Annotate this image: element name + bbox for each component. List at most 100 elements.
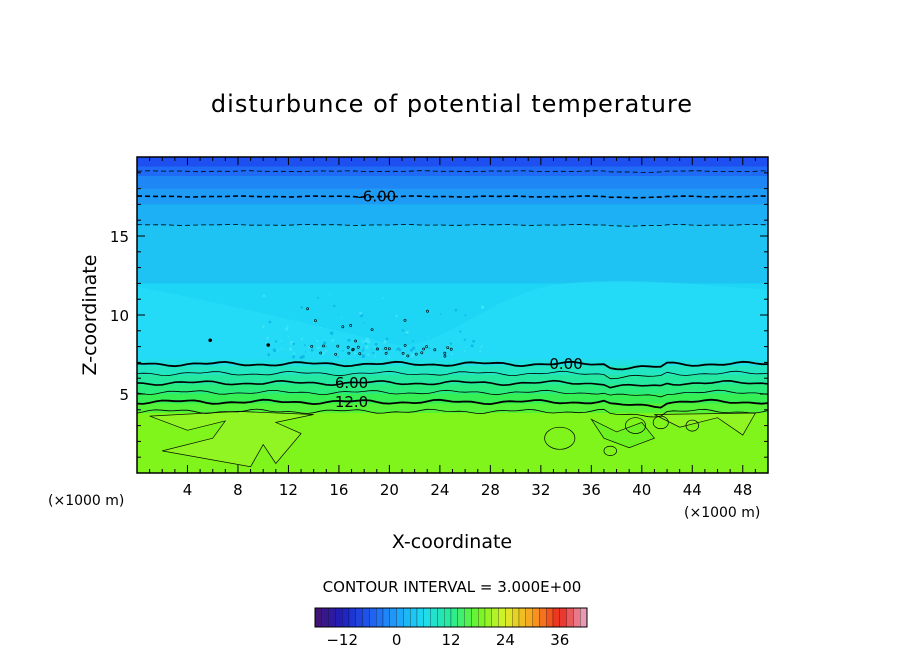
- contour-speck: [443, 354, 447, 358]
- turbulence-speck: [292, 342, 295, 346]
- turbulence-speck: [266, 336, 269, 340]
- colorbar-cell: [321, 607, 329, 628]
- turbulence-speck: [470, 344, 474, 348]
- y-tick-label: 10: [110, 307, 129, 325]
- x-tick-label: 48: [733, 481, 752, 499]
- turbulence-speck: [374, 355, 377, 358]
- colorbar-frame: [314, 607, 588, 628]
- turbulence-speck: [364, 340, 367, 343]
- colorbar-cell: [512, 607, 520, 628]
- contour-speck: [351, 348, 354, 352]
- colorbar-cell: [403, 607, 411, 628]
- colorbar-cell: [396, 607, 404, 628]
- turbulence-speck: [439, 313, 442, 315]
- colorbar-tick-label: 24: [496, 631, 515, 649]
- contour-speck: [376, 347, 379, 351]
- turbulence-speck: [372, 351, 375, 354]
- colorbar-cell: [484, 607, 492, 628]
- turbulence-speck: [395, 314, 398, 318]
- turbulence-speck: [267, 353, 271, 357]
- colorbar-cell: [335, 607, 343, 628]
- turbulence-speck: [363, 347, 365, 349]
- contour-speck: [433, 348, 437, 352]
- turbulence-speck: [397, 347, 400, 350]
- turbulence-speck: [347, 338, 351, 342]
- turbulence-speck: [361, 340, 364, 343]
- turbulence-speck: [367, 353, 370, 356]
- contour-line: [137, 360, 768, 371]
- turbulence-speck: [382, 349, 384, 351]
- contour-interval-text: CONTOUR INTERVAL = 3.000E+00: [323, 578, 582, 596]
- turbulence-speck: [323, 341, 327, 345]
- colorbar-tick-label: 0: [392, 631, 402, 649]
- turbulence-speck: [265, 341, 267, 343]
- x-axis-ticks: 4 8 12 16 20 24 28 32 36 40 44 48: [149, 157, 756, 499]
- contour-loop: [685, 419, 699, 432]
- turbulence-speck: [480, 345, 483, 348]
- turbulence-speck: [340, 317, 343, 319]
- contour-line: [137, 370, 768, 380]
- colorbar-cell: [471, 607, 479, 628]
- turbulence-speck: [401, 329, 405, 332]
- turbulence-speck: [337, 356, 339, 358]
- colorbar-tick-label: −12: [326, 631, 358, 649]
- turbulence-speck: [280, 340, 282, 342]
- turbulence-speck: [464, 314, 467, 317]
- turbulence-speck: [428, 347, 431, 350]
- turbulence-speck: [388, 356, 391, 359]
- turbulence-speck: [371, 349, 373, 351]
- turbulence-speck: [395, 348, 397, 350]
- x-tick-label: 32: [531, 481, 550, 499]
- colorbar-tick-labels: −12 0 12 24 36: [326, 631, 569, 649]
- colorbar: [314, 607, 588, 628]
- colorbar-tick-label: 36: [550, 631, 569, 649]
- colorbar-cell: [430, 607, 438, 628]
- chart-title: disturbunce of potential temperature: [211, 90, 693, 118]
- y-tick-label: 5: [119, 386, 129, 404]
- colorbar-cell: [559, 607, 567, 628]
- contour-speck: [313, 319, 317, 323]
- contour-speck: [334, 352, 338, 356]
- colorbar-cell: [539, 607, 547, 628]
- mottled-region: [590, 418, 655, 449]
- turbulence-speck: [320, 327, 322, 329]
- x-tick-label: 24: [430, 481, 449, 499]
- colorbar-cell: [457, 607, 465, 628]
- contour-line: [137, 398, 768, 409]
- turbulence-speck: [449, 342, 453, 345]
- turbulence-speck: [403, 350, 405, 353]
- turbulence-speck: [285, 327, 289, 331]
- contour-speck: [384, 351, 388, 355]
- mottled-region: [654, 412, 757, 436]
- turbulence-speck: [299, 355, 303, 360]
- turbulence-speck: [444, 349, 447, 351]
- colorbar-cell: [450, 607, 458, 628]
- turbulence-speck: [363, 322, 365, 324]
- contour-speck: [310, 344, 314, 348]
- turbulence-speck: [359, 311, 363, 315]
- contour-speck: [420, 351, 424, 355]
- colorbar-cell: [546, 607, 554, 628]
- colorbar-cell: [491, 607, 499, 628]
- turbulence-speck: [262, 294, 266, 298]
- contour-line: [137, 379, 768, 389]
- contour-label: 12.0: [335, 393, 368, 411]
- contour-speck: [341, 325, 345, 329]
- x-tick-label: 8: [233, 481, 243, 499]
- colorbar-cell: [498, 607, 506, 628]
- colorbar-cell: [566, 607, 574, 628]
- contour-speck: [426, 309, 429, 313]
- colorbar-cell: [389, 607, 397, 628]
- field-irregularities: [137, 281, 768, 468]
- y-axis-title: Z-coordinate: [79, 255, 101, 376]
- turbulence-speck: [307, 346, 310, 349]
- contour-speck: [443, 351, 447, 355]
- turbulence-speck: [268, 320, 272, 324]
- turbulence-speck: [464, 350, 466, 352]
- contour-speck: [356, 345, 360, 349]
- x-tick-label: 4: [183, 481, 193, 499]
- turbulence-speck: [262, 325, 265, 329]
- contour-label: 6.00: [335, 374, 368, 392]
- y-axis-ticks: 5 10 15: [110, 172, 768, 458]
